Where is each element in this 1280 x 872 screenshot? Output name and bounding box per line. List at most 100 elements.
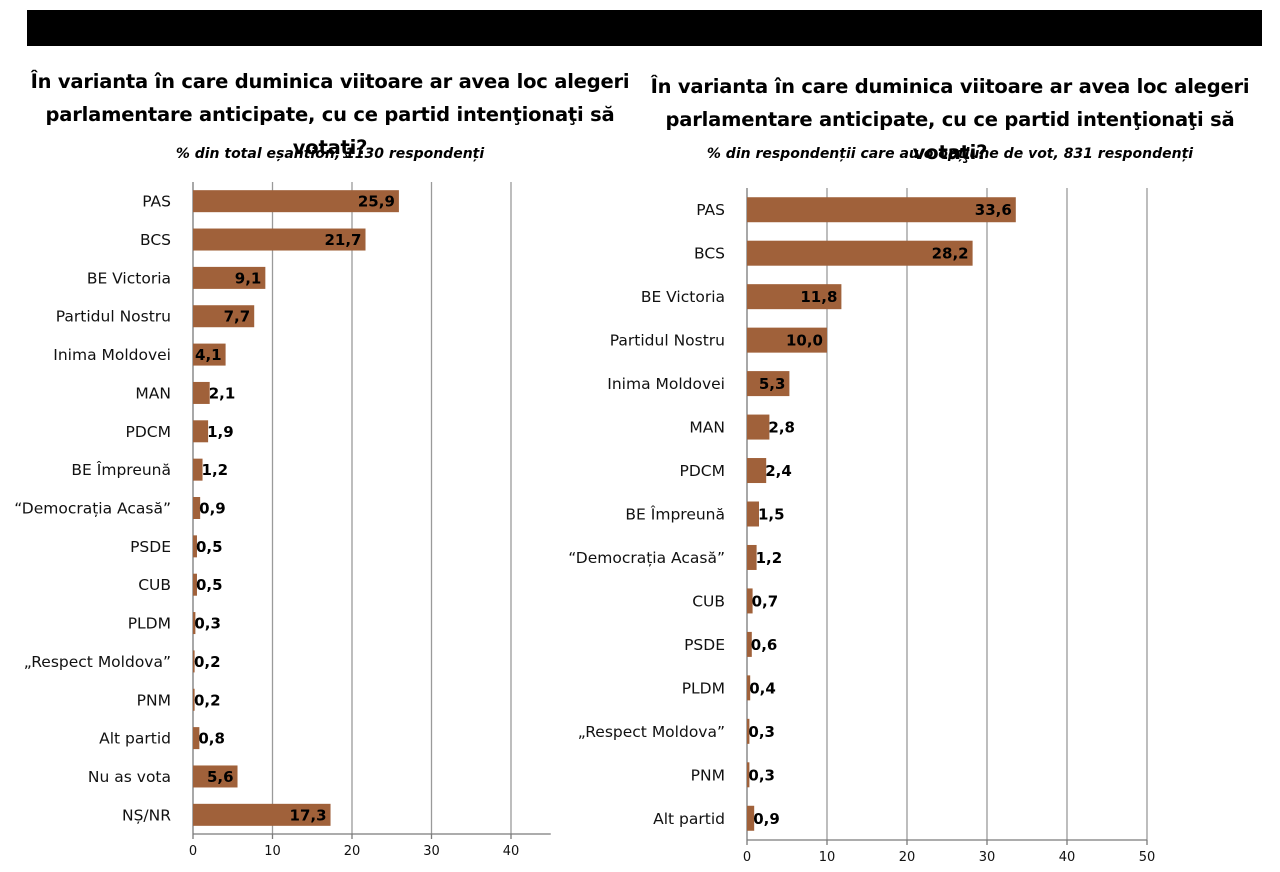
bar bbox=[193, 190, 399, 213]
bar bbox=[193, 497, 201, 519]
bar bbox=[747, 414, 770, 440]
bar bbox=[747, 718, 750, 744]
bar bbox=[193, 535, 197, 558]
category-label: PSDE bbox=[130, 538, 171, 556]
bar bbox=[747, 675, 751, 701]
value-label: 0,8 bbox=[198, 730, 225, 748]
x-tick-label: 40 bbox=[1059, 850, 1076, 865]
value-label: 0,3 bbox=[748, 766, 775, 784]
bar bbox=[193, 420, 209, 443]
value-label: 4,1 bbox=[195, 346, 222, 364]
bar bbox=[747, 327, 827, 353]
bar bbox=[193, 612, 196, 635]
category-label: NȘ/NR bbox=[122, 806, 171, 824]
bar bbox=[747, 284, 842, 310]
bar bbox=[747, 762, 750, 788]
bar bbox=[193, 266, 266, 289]
bar bbox=[193, 688, 195, 711]
value-label: 0,5 bbox=[196, 576, 223, 594]
category-label: PSDE bbox=[684, 636, 725, 654]
value-label: 0,7 bbox=[752, 592, 779, 610]
value-label: 17,3 bbox=[290, 806, 327, 824]
value-label: 1,2 bbox=[202, 461, 229, 479]
value-label: 0,6 bbox=[751, 636, 778, 654]
x-tick-label: 0 bbox=[743, 850, 751, 865]
category-label: BE Victoria bbox=[87, 269, 171, 287]
value-label: 1,5 bbox=[758, 506, 785, 524]
category-label: BCS bbox=[140, 231, 171, 249]
bar bbox=[747, 240, 973, 266]
bar bbox=[193, 305, 255, 328]
category-label: Inima Moldovei bbox=[53, 346, 171, 364]
value-label: 28,2 bbox=[932, 245, 969, 263]
value-label: 9,1 bbox=[235, 269, 262, 287]
x-tick-label: 10 bbox=[819, 850, 836, 865]
value-label: 0,4 bbox=[749, 679, 776, 697]
value-label: 2,8 bbox=[768, 419, 795, 437]
category-label: Alt partid bbox=[653, 810, 725, 828]
bar bbox=[747, 501, 759, 527]
category-label: PLDM bbox=[128, 615, 171, 633]
x-tick-label: 50 bbox=[1139, 850, 1156, 865]
value-label: 0,3 bbox=[194, 615, 221, 633]
category-label: PLDM bbox=[682, 679, 725, 697]
chart-subtitle-left: % din total eșantion, 1130 respondenți bbox=[175, 146, 485, 162]
chart-title-right: În varianta în care duminica viitoare ar… bbox=[650, 75, 1250, 164]
category-label: PNM bbox=[691, 766, 725, 784]
category-label: Nu as vota bbox=[88, 768, 171, 786]
value-label: 2,4 bbox=[765, 462, 792, 480]
value-label: 0,9 bbox=[199, 500, 226, 518]
bar bbox=[747, 458, 767, 484]
category-label: Partidul Nostru bbox=[56, 308, 171, 326]
x-tick-label: 40 bbox=[503, 844, 520, 859]
category-label: “Democrația Acasă” bbox=[568, 549, 725, 567]
category-label: BE Împreună bbox=[71, 460, 171, 479]
category-label: PAS bbox=[142, 193, 171, 211]
category-label: CUB bbox=[692, 592, 725, 610]
bar bbox=[747, 588, 753, 614]
value-label: 21,7 bbox=[324, 231, 361, 249]
bar bbox=[747, 197, 1016, 223]
category-label: CUB bbox=[138, 576, 171, 594]
x-tick-label: 0 bbox=[189, 844, 197, 859]
category-label: BE Victoria bbox=[641, 288, 725, 306]
value-label: 0,5 bbox=[196, 538, 223, 556]
category-label: PDCM bbox=[680, 462, 725, 480]
category-label: Inima Moldovei bbox=[607, 375, 725, 393]
value-label: 33,6 bbox=[975, 201, 1012, 219]
value-label: 10,0 bbox=[786, 332, 823, 350]
x-tick-label: 30 bbox=[979, 850, 996, 865]
chart-left: 0 10 20 30 40 PAS 25,9 BCS 21,7 BE Victoria 9,1 Par… bbox=[14, 182, 551, 859]
value-label: 1,2 bbox=[756, 549, 783, 567]
bar bbox=[747, 544, 757, 570]
value-label: 11,8 bbox=[800, 288, 837, 306]
category-label: BE Împreună bbox=[625, 505, 725, 524]
x-tick-label: 20 bbox=[344, 844, 361, 859]
category-label: BCS bbox=[694, 245, 725, 263]
category-label: „Respect Moldova” bbox=[578, 723, 725, 741]
bar bbox=[193, 803, 331, 826]
value-label: 5,6 bbox=[207, 768, 234, 786]
chart-subtitle-right: % din respondenții care au o opțiune de … bbox=[706, 146, 1194, 162]
value-label: 25,9 bbox=[358, 193, 395, 211]
bar bbox=[193, 343, 226, 366]
bar bbox=[193, 727, 200, 750]
value-label: 7,7 bbox=[224, 308, 251, 326]
category-label: Alt partid bbox=[99, 730, 171, 748]
category-label: „Respect Moldova” bbox=[24, 653, 171, 671]
top-black-bar bbox=[27, 10, 1262, 46]
bar bbox=[747, 805, 755, 831]
value-label: 5,3 bbox=[759, 375, 786, 393]
bar bbox=[193, 228, 366, 251]
bar bbox=[193, 765, 238, 788]
category-label: PDCM bbox=[126, 423, 171, 441]
category-label: PAS bbox=[696, 201, 725, 219]
category-label: MAN bbox=[135, 384, 171, 402]
x-tick-label: 20 bbox=[899, 850, 916, 865]
bar bbox=[193, 650, 195, 673]
chart-title-left: În varianta în care duminica viitoare ar… bbox=[30, 70, 630, 159]
x-tick-label: 10 bbox=[264, 844, 281, 859]
value-label: 0,2 bbox=[194, 653, 221, 671]
category-label: PNM bbox=[137, 691, 171, 709]
